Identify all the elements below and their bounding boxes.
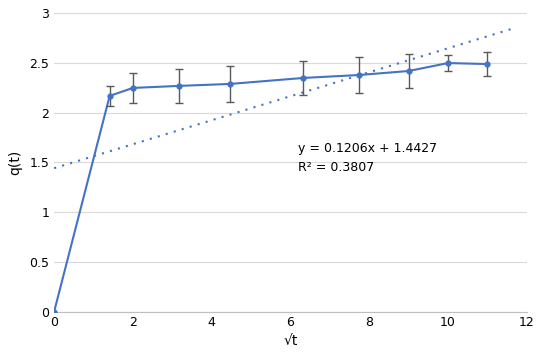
Y-axis label: q(t): q(t) xyxy=(8,150,22,175)
Text: y = 0.1206x + 1.4427
R² = 0.3807: y = 0.1206x + 1.4427 R² = 0.3807 xyxy=(298,142,438,174)
X-axis label: √t: √t xyxy=(283,334,298,348)
